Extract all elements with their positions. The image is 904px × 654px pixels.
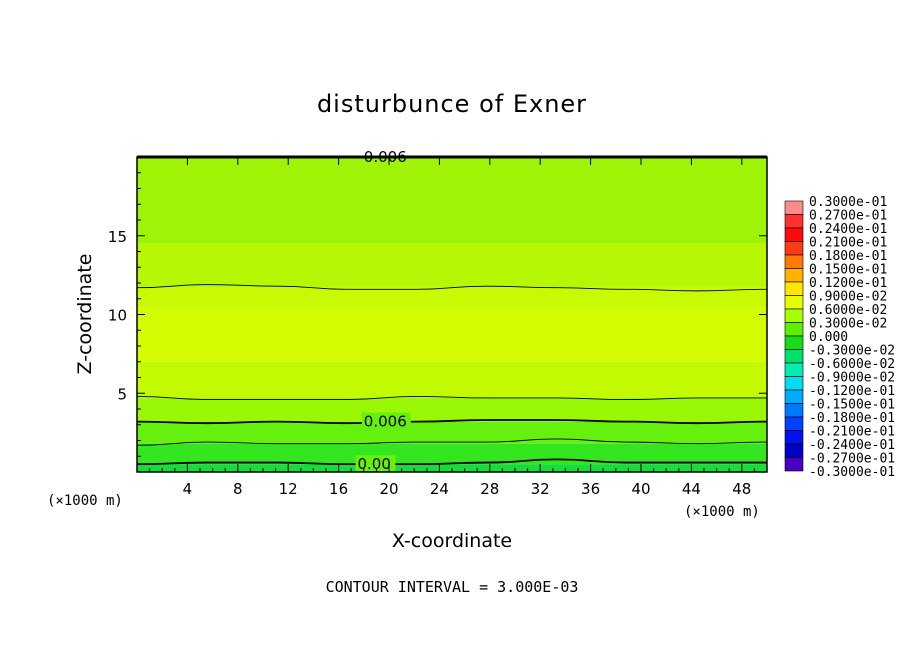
colorbar-label: 0.3000e-02 — [809, 317, 887, 332]
x-tick-label: 4 — [183, 480, 193, 498]
contour-interval-note: CONTOUR INTERVAL = 3.000E-03 — [326, 578, 579, 596]
x-tick-label: 36 — [581, 480, 600, 498]
colorbar-swatch — [784, 268, 804, 283]
colorbar-swatch — [784, 200, 804, 215]
colorbar-swatch — [784, 241, 804, 256]
colorbar-swatch — [784, 349, 804, 364]
colorbar-swatch — [784, 214, 804, 229]
colorbar-swatch — [784, 322, 804, 337]
y-axis: 5 10 15 — [108, 172, 767, 457]
colorbar-label: -0.2400e-01 — [809, 438, 895, 453]
x-tick-label: 20 — [379, 480, 398, 498]
contour-fill-band — [137, 397, 767, 422]
x-tick-label: 12 — [279, 480, 298, 498]
colorbar-label: -0.1800e-01 — [809, 411, 895, 426]
contour-label-bg — [355, 455, 396, 472]
contour-label-bg — [361, 412, 411, 429]
contour-fill-band — [137, 157, 767, 244]
chart-title: disturbunce of Exner — [317, 90, 587, 118]
x-tick-label: 28 — [480, 480, 499, 498]
colorbar-swatch — [784, 227, 804, 242]
colorbar-label: -0.2100e-01 — [809, 425, 895, 440]
colorbar-swatch — [784, 443, 804, 458]
y-axis-unit: (×1000 m) — [47, 493, 123, 509]
x-axis: 4 8 12 16 20 24 28 32 36 40 44 48 — [149, 157, 755, 498]
colorbar-label: -0.3000e-01 — [809, 465, 895, 480]
contour-label: 0.006 — [364, 413, 407, 431]
colorbar-label: 0.000 — [809, 330, 848, 345]
y-tick-label: 10 — [108, 307, 127, 325]
x-axis-label: X-coordinate — [392, 530, 512, 552]
contour-fill-band — [137, 287, 767, 307]
colorbar-swatch — [784, 403, 804, 418]
x-tick-label: 48 — [732, 480, 751, 498]
colorbar-label: -0.6000e-02 — [809, 357, 895, 372]
x-tick-label: 40 — [631, 480, 650, 498]
colorbar-label: 0.1800e-01 — [809, 249, 887, 264]
colorbar-label: 0.2400e-01 — [809, 222, 887, 237]
colorbar-label: 0.2100e-01 — [809, 236, 887, 251]
x-tick-label: 44 — [682, 480, 701, 498]
contour-fill-band — [137, 361, 767, 398]
contour-fill-band — [137, 243, 767, 288]
colorbar-label: 0.9000e-02 — [809, 290, 887, 305]
colorbar-label: 0.1200e-01 — [809, 276, 887, 291]
colorbar-label: -0.9000e-02 — [809, 371, 895, 386]
colorbar-swatch — [784, 430, 804, 445]
colorbar-label: 0.2700e-01 — [809, 209, 887, 224]
x-tick-label: 8 — [233, 480, 243, 498]
colorbar-label: -0.1200e-01 — [809, 384, 895, 399]
colorbar-swatch — [784, 335, 804, 350]
contour-fill-band — [137, 306, 767, 362]
contour-line — [136, 438, 768, 446]
colorbar-label: 0.3000e-01 — [809, 195, 887, 210]
colorbar-swatch — [784, 281, 804, 296]
x-axis-unit: (×1000 m) — [684, 504, 760, 520]
contour-fill-band — [137, 443, 767, 465]
colorbar-swatch — [784, 416, 804, 431]
y-tick-label: 15 — [108, 228, 127, 246]
contour-line — [136, 458, 767, 466]
plot-fill — [137, 157, 767, 472]
colorbar-label: -0.2700e-01 — [809, 452, 895, 467]
contour-line — [136, 419, 768, 425]
contour-line — [136, 395, 767, 401]
colorbar-label: -0.3000e-02 — [809, 344, 895, 359]
colorbar-label: 0.1500e-01 — [809, 263, 887, 278]
colorbar: 0.3000e-010.2700e-010.2400e-010.2100e-01… — [784, 195, 895, 480]
colorbar-swatch — [784, 362, 804, 377]
colorbar-swatch — [784, 295, 804, 310]
y-axis-label: Z-coordinate — [74, 254, 96, 375]
contour-label: 0.00 — [358, 455, 391, 473]
contour-line — [136, 284, 768, 292]
colorbar-label: 0.6000e-02 — [809, 303, 887, 318]
x-tick-label: 16 — [329, 480, 348, 498]
colorbar-swatch — [784, 254, 804, 269]
x-tick-label: 32 — [531, 480, 550, 498]
y-tick-label: 5 — [117, 385, 127, 403]
colorbar-label: -0.1500e-01 — [809, 398, 895, 413]
colorbar-swatch — [784, 376, 804, 391]
colorbar-swatch — [784, 308, 804, 323]
colorbar-swatch — [784, 389, 804, 404]
contour-fill-band — [137, 421, 767, 444]
x-tick-label: 24 — [430, 480, 449, 498]
colorbar-swatch — [784, 457, 804, 472]
